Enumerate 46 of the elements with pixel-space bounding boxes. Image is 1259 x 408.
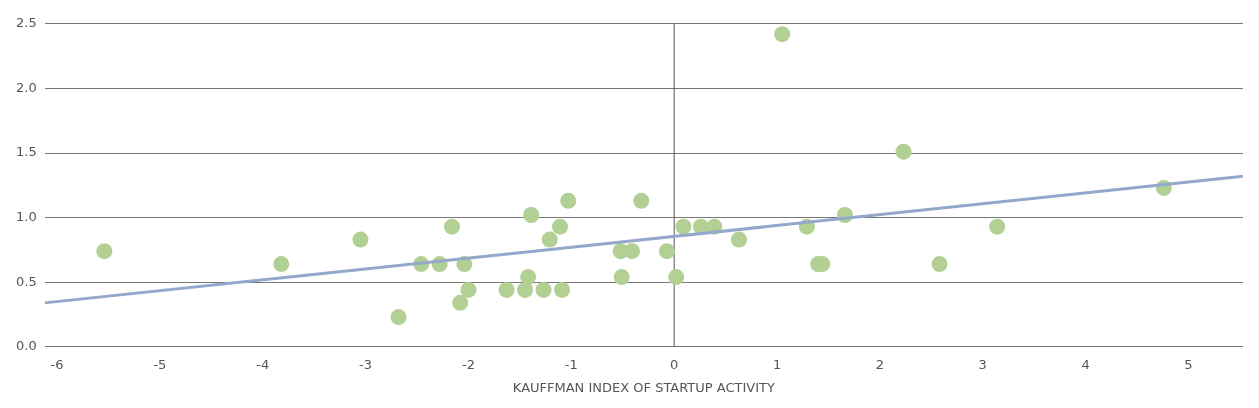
point: [517, 281, 534, 298]
point: [498, 281, 515, 298]
y-tick-label: 1.5: [15, 144, 37, 160]
x-tick-label: -2: [461, 356, 475, 372]
point: [624, 243, 641, 260]
point: [675, 218, 692, 235]
x-tick-label: 0: [670, 356, 679, 372]
point: [895, 143, 912, 160]
point: [352, 231, 369, 248]
point: [989, 218, 1006, 235]
point: [535, 281, 552, 298]
point: [560, 192, 577, 209]
point: [452, 294, 469, 311]
x-tick-label: 3: [978, 356, 987, 372]
x-tick-label: 4: [1081, 356, 1090, 372]
y-tick-label: 2.0: [15, 79, 37, 95]
point: [444, 218, 460, 235]
x-tick-label: -5: [153, 356, 167, 372]
point: [523, 207, 540, 224]
x-tick-label: -6: [50, 356, 64, 372]
point: [273, 256, 290, 273]
x-tick-label: 1: [772, 356, 782, 372]
point: [554, 281, 571, 298]
y-tick-label: 0.5: [15, 273, 37, 289]
point: [96, 243, 113, 260]
x-tick-label: 5: [1184, 356, 1193, 372]
point: [668, 269, 685, 286]
point: [730, 231, 747, 248]
y-tick-label: 2.5: [15, 15, 37, 31]
point: [541, 231, 558, 248]
x-axis-title: KAUFFMAN INDEX OF STARTUP ACTIVITY: [512, 379, 775, 395]
y-tick-label: 0.0: [15, 338, 37, 354]
x-tick-label: -1: [564, 356, 578, 372]
point: [460, 281, 477, 298]
x-tick-label: -4: [256, 356, 270, 372]
point: [658, 243, 675, 260]
point: [390, 309, 407, 326]
point: [520, 269, 537, 286]
y-tick-label: 1.0: [15, 208, 37, 224]
x-tick-label: 2: [875, 356, 885, 372]
point: [774, 26, 791, 43]
point: [931, 256, 948, 273]
point: [613, 269, 630, 286]
point: [552, 218, 569, 235]
x-tick-label: -3: [359, 356, 373, 372]
point: [633, 192, 650, 209]
